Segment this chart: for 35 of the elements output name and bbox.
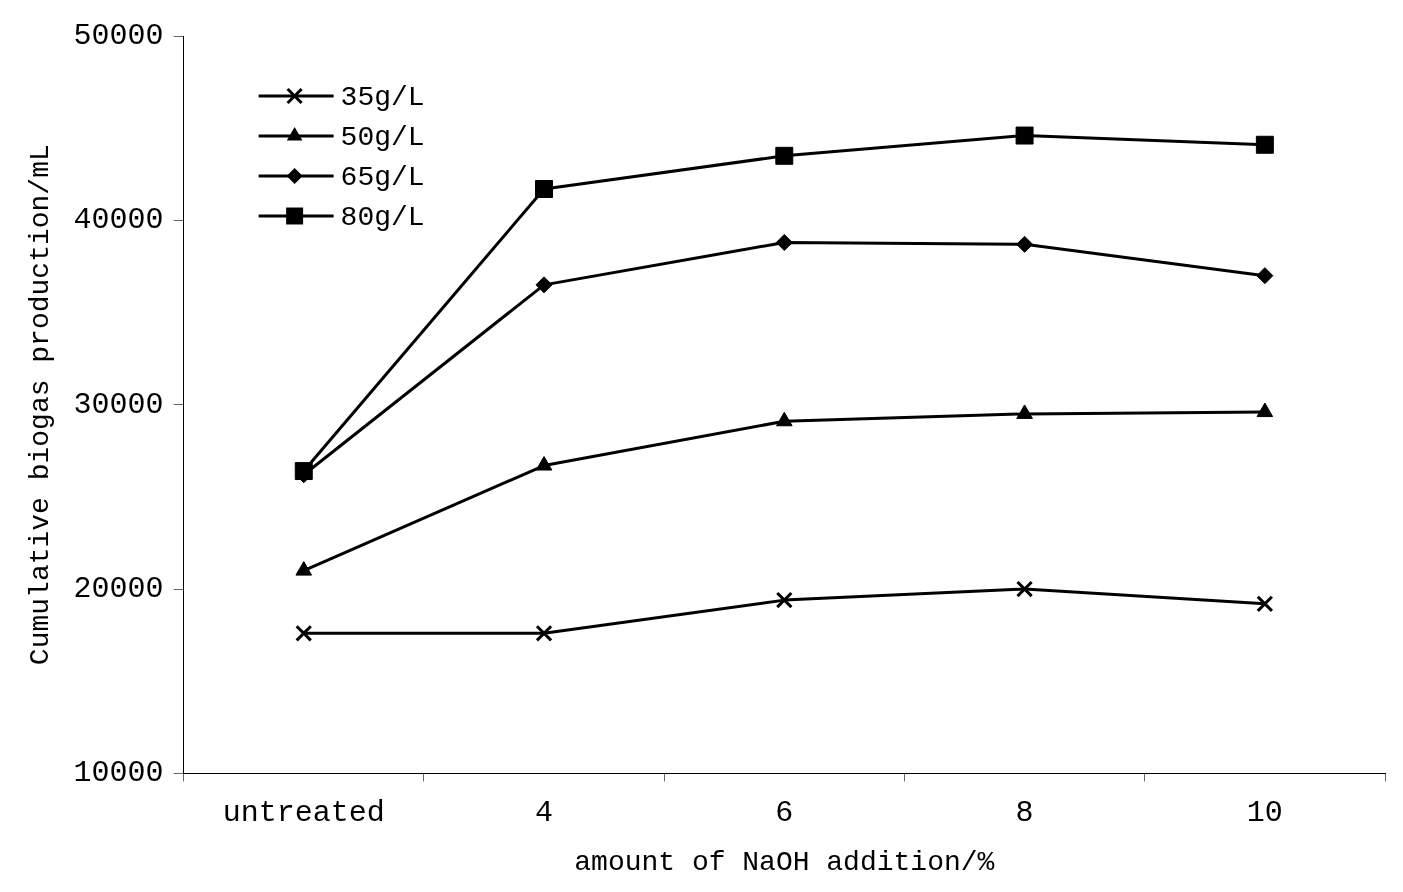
point xyxy=(775,146,794,165)
y-tick-label: 30000 xyxy=(73,387,164,422)
point xyxy=(1255,135,1274,154)
point xyxy=(776,411,793,427)
point xyxy=(1256,267,1274,285)
x-tick-label: 6 xyxy=(775,796,794,831)
point xyxy=(1016,580,1034,598)
point xyxy=(1016,404,1033,419)
point xyxy=(1256,595,1274,613)
x-tick-label: untreated xyxy=(222,796,385,831)
point xyxy=(295,561,313,576)
legend-label: 50g/L xyxy=(340,122,425,154)
x-tick-label: 8 xyxy=(1015,796,1034,831)
x-tick-label: 10 xyxy=(1246,796,1283,831)
point xyxy=(294,462,313,481)
legend-label: 80g/L xyxy=(340,202,425,234)
point xyxy=(1016,235,1034,253)
point xyxy=(535,624,553,642)
y-axis-title: Cumulative biogas production/mL xyxy=(25,144,57,666)
y-tick-label: 10000 xyxy=(73,756,164,791)
y-tick-label: 40000 xyxy=(73,203,164,238)
point xyxy=(535,276,553,294)
point xyxy=(775,591,793,609)
y-tick-label: 50000 xyxy=(73,18,164,53)
y-tick-label: 20000 xyxy=(73,571,164,606)
legend-label: 65g/L xyxy=(340,162,425,194)
point xyxy=(1256,402,1274,418)
point xyxy=(535,456,553,471)
point xyxy=(1015,126,1034,145)
x-tick-label: 4 xyxy=(535,796,554,831)
point xyxy=(775,233,793,251)
point xyxy=(535,180,554,198)
legend-label: 35g/L xyxy=(340,82,425,114)
point xyxy=(295,624,313,642)
x-axis-title: amount of NaOH addition/% xyxy=(574,846,995,878)
